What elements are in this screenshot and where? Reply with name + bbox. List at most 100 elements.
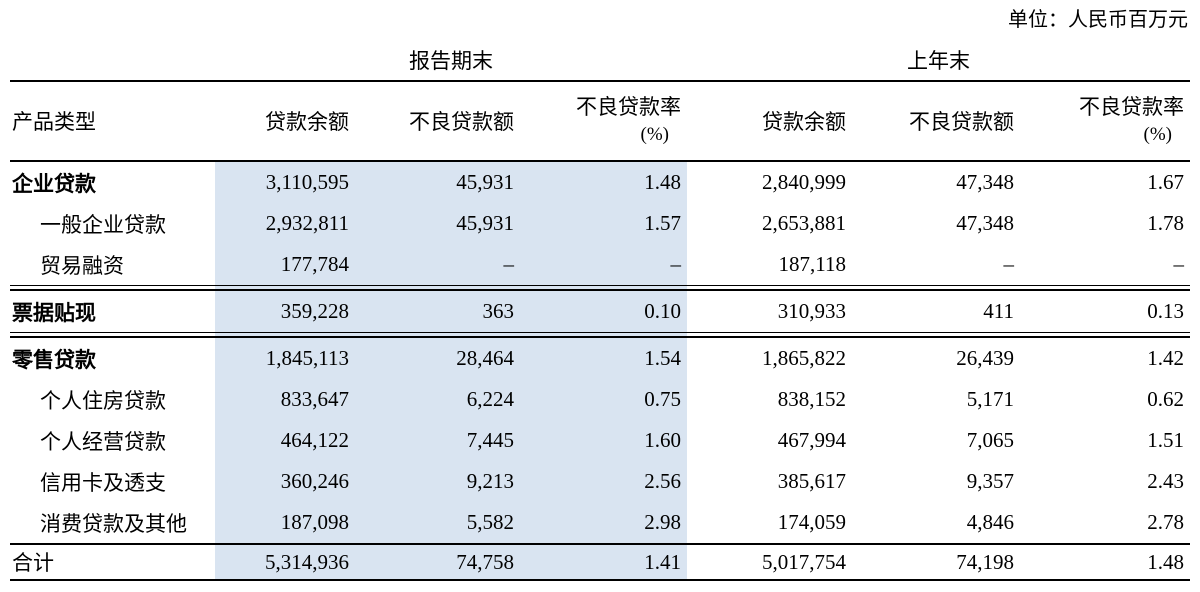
separator-cell bbox=[687, 332, 1190, 338]
value-cell: 1,845,113 bbox=[215, 338, 355, 379]
value-cell: 47,348 bbox=[956, 211, 1014, 235]
header-section: 报告期末 上年末 产品类型 贷款余额 不良贷款额 不良贷款率 (%) 贷款余额 … bbox=[10, 40, 1190, 162]
value-cell: 187,098 bbox=[215, 502, 355, 543]
separator-cell bbox=[10, 285, 215, 291]
value-cell: 411 bbox=[983, 299, 1014, 323]
value-cell: 2.78 bbox=[1147, 510, 1184, 534]
value-cell: 5,171 bbox=[966, 387, 1014, 411]
table-row: 信用卡及透支 360,246 9,213 2.56 385,617 9,357 2.43 bbox=[10, 461, 1190, 502]
separator-cell bbox=[215, 285, 687, 291]
col-header-npl-amount-current: 不良贷款额 bbox=[355, 82, 520, 162]
separator-cell bbox=[215, 332, 687, 338]
value-cell: 9,213 bbox=[355, 461, 520, 502]
table-row: 贸易融资 177,784– –187,118– – bbox=[10, 244, 1190, 285]
separator-cell bbox=[10, 332, 215, 338]
value-cell: 1.48 bbox=[520, 162, 687, 203]
data-rows-section: 企业贷款 3,110,595 45,931 1.48 2,840,999 47,348 1.… bbox=[10, 162, 1190, 543]
value-cell: 2,932,811 bbox=[215, 203, 355, 244]
total-cell: 74,198 bbox=[852, 543, 1020, 581]
total-cell: 5,314,936 bbox=[215, 543, 355, 581]
section-separator bbox=[10, 285, 1190, 291]
total-row: 合计 5,314,936 74,758 1.41 5,017,754 74,19… bbox=[10, 543, 1190, 581]
value-cell: 833,647 bbox=[215, 379, 355, 420]
value-cell: – bbox=[1003, 252, 1015, 276]
row-label: 零售贷款 bbox=[12, 347, 96, 372]
table-row: 消费贷款及其他 187,098 5,582 2.98 174,059 4,846 2.78 bbox=[10, 502, 1190, 543]
value-cell: 464,122 bbox=[215, 420, 355, 461]
value-cell: 2.98 bbox=[520, 502, 687, 543]
value-cell: 7,065 bbox=[966, 428, 1014, 452]
row-label: 个人住房贷款 bbox=[40, 388, 166, 413]
value-cell: 838,152 bbox=[777, 387, 846, 411]
group-header-row: 报告期末 上年末 bbox=[10, 40, 1190, 82]
value-cell: 1.67 bbox=[1147, 170, 1184, 194]
value-cell: 1.78 bbox=[1147, 211, 1184, 235]
npl-ratio-percent-sign: (%) bbox=[640, 124, 669, 145]
value-cell: 26,439 bbox=[956, 346, 1014, 370]
group-header-current-period: 报告期末 bbox=[215, 40, 687, 82]
value-cell: 0.75 bbox=[520, 379, 687, 420]
npl-ratio-label: 不良贷款率 bbox=[1079, 95, 1184, 119]
value-cell: 28,464 bbox=[355, 338, 520, 379]
value-cell: 6,224 bbox=[355, 379, 520, 420]
value-cell: 360,246 bbox=[215, 461, 355, 502]
table-row: 企业贷款 3,110,595 45,931 1.48 2,840,999 47,348 1.… bbox=[10, 162, 1190, 203]
col-header-loan-balance-current: 贷款余额 bbox=[215, 82, 355, 162]
table-row: 一般企业贷款 2,932,811 45,931 1.57 2,653,881 47,348… bbox=[10, 203, 1190, 244]
table-row: 票据贴现 359,228 363 0.10 310,933 411 0.13 bbox=[10, 291, 1190, 332]
value-cell: 0.13 bbox=[1147, 299, 1184, 323]
npl-ratio-percent-sign: (%) bbox=[1143, 124, 1172, 145]
total-cell: 1.48 bbox=[1020, 543, 1190, 581]
value-cell: – bbox=[1173, 252, 1185, 276]
value-cell: 1.42 bbox=[1147, 346, 1184, 370]
value-cell: 47,348 bbox=[956, 170, 1014, 194]
col-header-npl-amount-previous: 不良贷款额 bbox=[852, 82, 1020, 162]
value-cell: – bbox=[520, 244, 687, 285]
row-label: 个人经营贷款 bbox=[40, 429, 166, 454]
value-cell: 2,840,999 bbox=[762, 170, 846, 194]
table-row: 个人经营贷款 464,122 7,445 1.60 467,994 7,065 1.51 bbox=[10, 420, 1190, 461]
value-cell: 174,059 bbox=[777, 510, 846, 534]
value-cell: – bbox=[355, 244, 520, 285]
total-cell: 1.41 bbox=[520, 543, 687, 581]
value-cell: 359,228 bbox=[215, 291, 355, 332]
row-label: 票据贴现 bbox=[12, 300, 96, 325]
total-cell: 74,758 bbox=[355, 543, 520, 581]
unit-note: 单位：人民币百万元 bbox=[1008, 9, 1188, 31]
loan-quality-table: 报告期末 上年末 产品类型 贷款余额 不良贷款额 不良贷款率 (%) 贷款余额 … bbox=[10, 40, 1190, 581]
value-cell: 467,994 bbox=[777, 428, 846, 452]
npl-ratio-label: 不良贷款率 bbox=[576, 95, 681, 119]
col-header-npl-ratio-previous: 不良贷款率 (%) bbox=[1020, 82, 1190, 162]
value-cell: 187,118 bbox=[778, 252, 846, 276]
col-header-loan-balance-previous: 贷款余额 bbox=[687, 82, 852, 162]
group-header-spacer bbox=[10, 40, 215, 82]
value-cell: 385,617 bbox=[777, 469, 846, 493]
value-cell: 1,865,822 bbox=[762, 346, 846, 370]
value-cell: 3,110,595 bbox=[215, 162, 355, 203]
col-header-product-type: 产品类型 bbox=[10, 82, 215, 162]
value-cell: 4,846 bbox=[966, 510, 1014, 534]
total-label: 合计 bbox=[10, 543, 215, 581]
value-cell: 2.43 bbox=[1147, 469, 1184, 493]
row-label: 企业贷款 bbox=[12, 171, 96, 196]
value-cell: 1.60 bbox=[520, 420, 687, 461]
value-cell: 9,357 bbox=[966, 469, 1014, 493]
group-header-previous-year: 上年末 bbox=[687, 40, 1190, 82]
value-cell: 7,445 bbox=[355, 420, 520, 461]
col-header-npl-ratio-current: 不良贷款率 (%) bbox=[520, 82, 687, 162]
value-cell: 310,933 bbox=[777, 299, 846, 323]
total-cell: 5,017,754 bbox=[687, 543, 852, 581]
value-cell: 1.51 bbox=[1147, 428, 1184, 452]
value-cell: 363 bbox=[355, 291, 520, 332]
table-row: 个人住房贷款 833,647 6,224 0.75 838,152 5,171 0.62 bbox=[10, 379, 1190, 420]
value-cell: 2,653,881 bbox=[762, 211, 846, 235]
value-cell: 45,931 bbox=[355, 162, 520, 203]
column-header-row: 产品类型 贷款余额 不良贷款额 不良贷款率 (%) 贷款余额 不良贷款额 不良贷… bbox=[10, 82, 1190, 162]
value-cell: 5,582 bbox=[355, 502, 520, 543]
total-section: 合计 5,314,936 74,758 1.41 5,017,754 74,19… bbox=[10, 543, 1190, 581]
value-cell: 1.54 bbox=[520, 338, 687, 379]
value-cell: 2.56 bbox=[520, 461, 687, 502]
value-cell: 1.57 bbox=[520, 203, 687, 244]
row-label: 一般企业贷款 bbox=[40, 212, 166, 237]
